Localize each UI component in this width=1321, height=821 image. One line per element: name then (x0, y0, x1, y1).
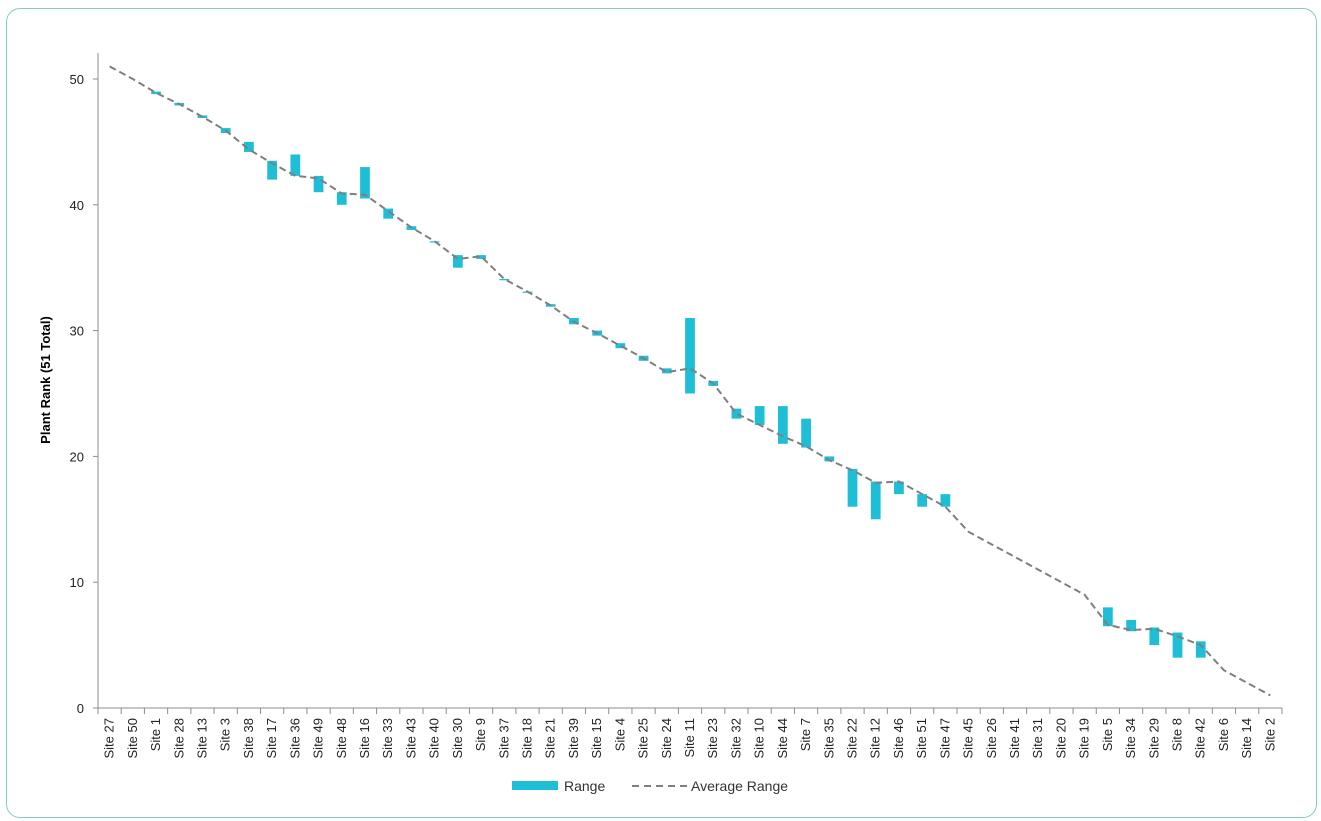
x-tick-label: Site 36 (287, 718, 302, 758)
x-tick-label: Site 33 (380, 718, 395, 758)
range-bar (870, 481, 881, 520)
legend-average-label: Average Range (691, 778, 788, 794)
x-tick-label: Site 10 (752, 718, 767, 758)
y-tick-label: 50 (70, 72, 84, 87)
average-range-line (109, 65, 1271, 697)
y-tick-label: 10 (70, 575, 84, 590)
x-tick-label: Site 16 (357, 718, 372, 758)
y-tick-label: 30 (70, 324, 84, 339)
range-bar (267, 160, 277, 180)
range-bar (615, 343, 626, 349)
x-tick-label: Site 47 (937, 718, 952, 758)
x-tick-label: Site 50 (125, 718, 140, 758)
x-tick-label: Site 19 (1077, 718, 1092, 758)
range-bar (731, 408, 742, 419)
x-tick-label: Site 20 (1053, 718, 1068, 758)
x-tick-label: Site 22 (845, 718, 860, 758)
x-tick-label: Site 14 (1239, 718, 1254, 758)
x-tick-label: Site 41 (1007, 718, 1022, 758)
x-tick-label: Site 7 (798, 718, 813, 751)
x-tick-label: Site 44 (775, 718, 790, 758)
x-tick-label: Site 37 (496, 718, 511, 758)
y-tick-label: 0 (77, 701, 84, 716)
x-tick-label: Site 15 (589, 718, 604, 758)
y-axis-title: Plant Rank (51 Total) (38, 316, 53, 444)
x-tick-label: Site 4 (612, 718, 627, 751)
range-bar (754, 406, 765, 425)
x-tick-label: Site 48 (334, 718, 349, 758)
legend: Range Average Range (512, 778, 788, 794)
range-bar (940, 494, 951, 507)
range-bar (151, 91, 161, 95)
x-tick-label: Site 45 (961, 718, 976, 758)
range-bar (476, 255, 486, 259)
x-tick-label: Site 11 (682, 718, 697, 758)
x-tick-label: Site 40 (427, 718, 442, 758)
x-tick-label: Site 46 (891, 718, 906, 758)
x-tick-labels: Site 27 Site 50 Site 1 Site 28 Site 13 Site 3… (102, 718, 1278, 758)
range-bar (1126, 619, 1136, 632)
x-tick-label: Site 25 (636, 718, 651, 758)
x-tick-label: Site 2 (1262, 718, 1277, 751)
x-tick-label: Site 28 (171, 718, 186, 758)
x-tick-label: Site 42 (1193, 718, 1208, 758)
range-bar (1195, 641, 1206, 658)
x-tick-label: Site 8 (1170, 718, 1185, 751)
range-bar (336, 192, 347, 205)
x-tick-label: Site 29 (1146, 718, 1161, 758)
range-bar (685, 318, 695, 394)
range-bar (801, 418, 811, 448)
x-tick-label: Site 21 (543, 718, 558, 758)
chart-axes (93, 53, 1283, 714)
x-tick-label: Site 23 (705, 718, 720, 758)
x-tick-label: Site 51 (914, 718, 929, 758)
x-tick-label: Site 35 (821, 718, 836, 758)
x-tick-label: Site 5 (1100, 718, 1115, 751)
range-bar (1103, 607, 1113, 627)
average-range-line-group (109, 65, 1271, 697)
range-bar (1172, 632, 1183, 658)
x-tick-label: Site 31 (1030, 718, 1045, 758)
x-tick-label: Site 6 (1216, 718, 1231, 751)
x-tick-label: Site 17 (264, 718, 279, 758)
range-bar (313, 175, 324, 193)
range-bar (847, 468, 858, 507)
range-bar (499, 279, 510, 281)
x-tick-label: Site 49 (311, 718, 326, 758)
range-bar (894, 481, 904, 495)
legend-range-swatch (512, 781, 558, 790)
range-bars (151, 91, 1206, 658)
range-bar (290, 154, 301, 176)
x-tick-label: Site 12 (868, 718, 883, 758)
x-tick-label: Site 26 (984, 718, 999, 758)
y-tick-labels: 0 10 20 30 40 50 (70, 72, 84, 716)
range-bar (824, 456, 835, 462)
x-tick-label: Site 34 (1123, 718, 1138, 758)
range-bar (360, 167, 370, 199)
x-tick-label: Site 27 (102, 718, 117, 758)
x-tick-label: Site 38 (241, 718, 256, 758)
x-tick-label: Site 3 (218, 718, 233, 751)
y-tick-label: 40 (70, 198, 84, 213)
x-tick-label: Site 9 (473, 718, 488, 751)
y-tick-label: 20 (70, 449, 84, 464)
range-bar (452, 255, 463, 268)
x-tick-label: Site 18 (519, 718, 534, 758)
x-tick-label: Site 1 (148, 718, 163, 751)
x-tick-label: Site 24 (659, 718, 674, 758)
range-bar (661, 368, 672, 374)
x-tick-label: Site 39 (566, 718, 581, 758)
range-bar (383, 208, 394, 219)
legend-range-label: Range (564, 778, 605, 794)
range-bar (244, 141, 254, 152)
x-tick-label: Site 43 (403, 718, 418, 758)
chart-frame (6, 8, 1317, 818)
x-tick-label: Site 32 (728, 718, 743, 758)
range-bar (777, 406, 788, 444)
x-tick-label: Site 13 (194, 718, 209, 758)
range-bar (917, 494, 928, 507)
range-bar (1149, 627, 1160, 646)
x-tick-label: Site 30 (450, 718, 465, 758)
